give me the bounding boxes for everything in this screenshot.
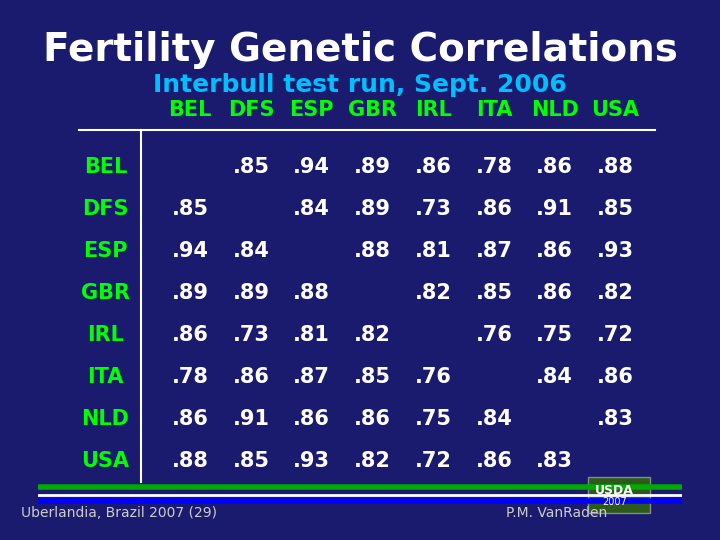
Text: .82: .82 [597, 283, 634, 303]
Text: GBR: GBR [81, 283, 130, 303]
Text: .86: .86 [354, 409, 391, 429]
Text: .89: .89 [233, 283, 269, 303]
Text: .91: .91 [233, 409, 269, 429]
Text: .94: .94 [293, 157, 330, 177]
Text: .86: .86 [415, 157, 451, 177]
Text: .87: .87 [293, 367, 330, 387]
Text: .82: .82 [354, 451, 391, 471]
Text: .89: .89 [172, 283, 209, 303]
Text: .93: .93 [597, 241, 634, 261]
Text: NLD: NLD [531, 100, 579, 120]
Text: .83: .83 [536, 451, 573, 471]
Text: .86: .86 [172, 325, 209, 345]
Text: .89: .89 [354, 199, 391, 219]
Text: .86: .86 [233, 367, 269, 387]
Text: .91: .91 [536, 199, 573, 219]
Text: 2007: 2007 [602, 497, 627, 507]
Text: .72: .72 [415, 451, 451, 471]
Text: .84: .84 [536, 367, 573, 387]
Text: .85: .85 [354, 367, 391, 387]
Text: .88: .88 [172, 451, 209, 471]
Text: .83: .83 [597, 409, 634, 429]
Text: USA: USA [81, 451, 130, 471]
Text: .89: .89 [354, 157, 391, 177]
Text: Uberlandia, Brazil 2007 (29): Uberlandia, Brazil 2007 (29) [21, 506, 217, 520]
Text: .87: .87 [475, 241, 513, 261]
Text: ESP: ESP [84, 241, 127, 261]
Text: .82: .82 [415, 283, 451, 303]
Text: .73: .73 [233, 325, 269, 345]
Text: .86: .86 [536, 157, 573, 177]
Text: .82: .82 [354, 325, 391, 345]
Text: .86: .86 [536, 241, 573, 261]
Text: DFS: DFS [228, 100, 274, 120]
Text: Interbull test run, Sept. 2006: Interbull test run, Sept. 2006 [153, 73, 567, 97]
Text: ITA: ITA [87, 367, 124, 387]
Text: .81: .81 [415, 241, 451, 261]
Text: .88: .88 [597, 157, 634, 177]
Text: ITA: ITA [476, 100, 512, 120]
Text: .86: .86 [597, 367, 634, 387]
Text: .75: .75 [536, 325, 573, 345]
FancyBboxPatch shape [588, 477, 650, 513]
Text: BEL: BEL [168, 100, 212, 120]
Text: .94: .94 [172, 241, 209, 261]
Text: ESP: ESP [289, 100, 334, 120]
Text: .86: .86 [293, 409, 330, 429]
Text: USDA: USDA [595, 484, 634, 497]
Text: .85: .85 [233, 451, 269, 471]
Text: .72: .72 [597, 325, 634, 345]
Text: DFS: DFS [82, 199, 129, 219]
Text: .73: .73 [415, 199, 451, 219]
Text: .78: .78 [475, 157, 513, 177]
Text: .88: .88 [354, 241, 391, 261]
Text: .76: .76 [475, 325, 513, 345]
Text: BEL: BEL [84, 157, 127, 177]
Text: GBR: GBR [348, 100, 397, 120]
Text: .85: .85 [172, 199, 209, 219]
Text: .85: .85 [597, 199, 634, 219]
Text: .85: .85 [475, 283, 513, 303]
Text: .88: .88 [293, 283, 330, 303]
Text: P.M. VanRaden: P.M. VanRaden [506, 506, 607, 520]
Text: .75: .75 [415, 409, 451, 429]
Text: NLD: NLD [81, 409, 130, 429]
Text: .86: .86 [536, 283, 573, 303]
Text: .86: .86 [475, 451, 513, 471]
Text: .86: .86 [475, 199, 513, 219]
Text: IRL: IRL [87, 325, 124, 345]
Text: .84: .84 [233, 241, 269, 261]
Text: .85: .85 [233, 157, 269, 177]
Text: .84: .84 [475, 409, 513, 429]
Text: USA: USA [591, 100, 639, 120]
Text: .93: .93 [293, 451, 330, 471]
Text: .76: .76 [415, 367, 451, 387]
Text: .86: .86 [172, 409, 209, 429]
Text: .81: .81 [293, 325, 330, 345]
Text: .84: .84 [293, 199, 330, 219]
Text: IRL: IRL [415, 100, 451, 120]
Text: Fertility Genetic Correlations: Fertility Genetic Correlations [42, 31, 678, 69]
Text: .78: .78 [172, 367, 209, 387]
